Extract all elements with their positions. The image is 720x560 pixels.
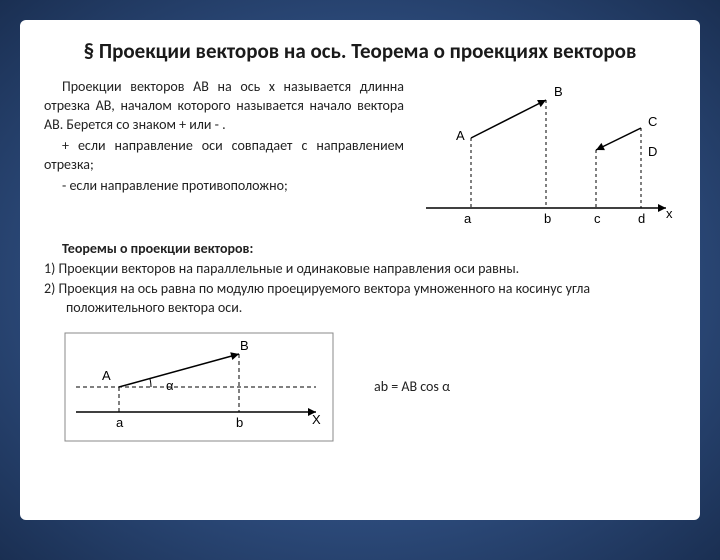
svg-text:D: D [648,144,657,159]
projection-diagram-main: A B CDa b c d x [416,78,676,238]
content-row: Проекции векторов АВ на ось х называется… [44,78,676,238]
svg-text:a: a [116,415,124,430]
bottom-row: A Ba b Xα ab = AB cos α [44,332,676,442]
slide-title: § Проекции векторов на ось. Теорема о пр… [44,38,676,64]
svg-text:A: A [102,368,111,383]
theorem-1-text: Проекции векторов на параллельные и один… [59,260,520,277]
svg-text:B: B [240,338,249,353]
theorem-heading: Теоремы о проекции векторов: [44,240,676,259]
svg-text:b: b [236,415,243,430]
svg-text:x: x [666,206,673,221]
projection-diagram-angle: A Ba b Xα [64,332,334,442]
svg-text:C: C [648,114,657,129]
theorem-2-text: Проекция на ось равна по модулю проециру… [59,280,591,316]
para-2: + если направление оси совпадает с напра… [44,137,404,175]
theorem-1-num: 1) [44,260,55,277]
slide: § Проекции векторов на ось. Теорема о пр… [20,20,700,520]
svg-text:B: B [554,84,563,99]
svg-text:a: a [464,211,472,226]
svg-text:c: c [594,211,601,226]
definition-text: Проекции векторов АВ на ось х называется… [44,78,404,238]
svg-text:b: b [544,211,551,226]
svg-text:d: d [638,211,645,226]
svg-text:A: A [456,128,465,143]
theorems-block: Теоремы о проекции векторов: 1) Проекции… [44,240,676,318]
para-1: Проекции векторов АВ на ось х называется… [44,78,404,135]
theorem-2: 2) Проекция на ось равна по модулю проец… [44,280,676,318]
theorem-2-num: 2) [44,280,55,297]
para-3: - если направление противоположно; [44,177,404,196]
formula: ab = AB cos α [374,378,450,395]
svg-text:X: X [312,412,321,427]
theorem-1: 1) Проекции векторов на параллельные и о… [44,260,676,279]
svg-text:α: α [166,378,174,393]
